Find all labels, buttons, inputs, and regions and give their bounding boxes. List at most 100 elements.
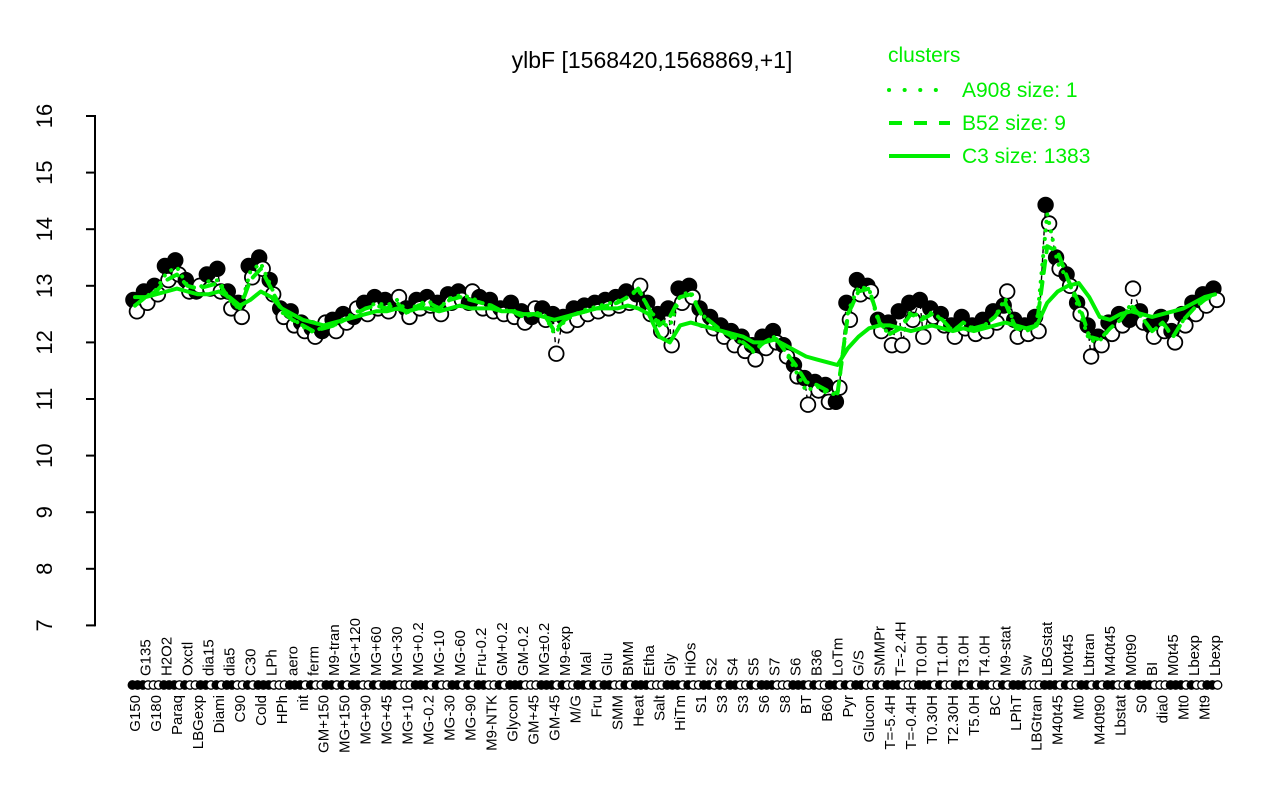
- x-category-label: MG+150: [337, 695, 354, 753]
- x-category-label: Glu: [599, 653, 616, 676]
- legend-item-a908: A908 size: 1: [962, 79, 1078, 102]
- x-category-label: GM-0.2: [515, 626, 532, 676]
- x-category-label: GM+150: [316, 695, 333, 753]
- x-axis-labels: G150 G135 G180 H2O2 Paraq Oxctl LBGexp dia15 Dia…: [127, 618, 1224, 753]
- x-category-label: G/S: [851, 650, 868, 676]
- data-point-open: [894, 337, 911, 354]
- x-category-label: Lbtran: [1081, 633, 1098, 676]
- x-category-label: M9-NTK: [484, 695, 501, 751]
- x-category-label: M0t45: [1060, 634, 1077, 676]
- x-category-label: aero: [284, 646, 301, 676]
- x-category-label: MG+60: [368, 626, 385, 676]
- x-category-label: LBGexp: [190, 695, 207, 749]
- x-category-label: M40t45: [1050, 695, 1067, 745]
- legend-title: clusters: [888, 44, 960, 67]
- x-category-label: G180: [148, 695, 165, 732]
- x-category-label: T3.0H: [955, 635, 972, 676]
- x-category-label: S2: [704, 658, 721, 676]
- x-category-label: BT: [798, 695, 815, 714]
- x-category-label: LBGstat: [1039, 621, 1056, 676]
- x-category-label: S0: [1134, 695, 1151, 713]
- y-tick-label: 7: [32, 619, 57, 631]
- x-category-label: S3: [735, 695, 752, 713]
- x-category-label: MG+45: [379, 695, 396, 745]
- x-category-label: MG+0.2: [410, 622, 427, 676]
- x-category-label: Mt0: [1071, 695, 1088, 720]
- x-category-label: C30: [242, 648, 259, 676]
- x-category-label: Glycon: [505, 695, 522, 742]
- x-category-label: Etha: [641, 644, 658, 676]
- data-point-filled: [209, 260, 226, 278]
- x-category-label: Mal: [578, 652, 595, 676]
- x-category-label: T=-5.4H: [882, 695, 899, 750]
- y-tick-label: 15: [32, 160, 57, 184]
- x-category-label: dia15: [200, 639, 217, 676]
- x-category-label: M9-exp: [557, 626, 574, 676]
- x-category-label: BC: [987, 695, 1004, 716]
- x-category-label: S1: [693, 695, 710, 713]
- cluster-lines-layer: [133, 211, 1217, 397]
- x-category-label: M0t90: [1123, 634, 1140, 676]
- x-category-label: Gly: [662, 653, 679, 676]
- x-category-label: M9-stat: [997, 625, 1014, 676]
- x-category-label: Mt9: [1197, 695, 1214, 720]
- x-category-label: G150: [127, 695, 144, 732]
- x-category-label: T0.30H: [924, 695, 941, 744]
- x-category-label: HiOs: [683, 643, 700, 676]
- x-category-label: GM-45: [546, 695, 563, 741]
- x-category-label: Paraq: [169, 695, 186, 735]
- x-category-label: M40t90: [1092, 695, 1109, 745]
- x-category-label: Diami: [211, 695, 228, 733]
- x-category-label: T1.0H: [934, 635, 951, 676]
- x-category-label: B36: [809, 649, 826, 676]
- x-category-label: M40t45: [1102, 626, 1119, 676]
- y-tick-label: 9: [32, 506, 57, 518]
- x-category-label: T4.0H: [976, 635, 993, 676]
- x-category-label: S5: [746, 658, 763, 676]
- x-category-label: SMM: [609, 695, 626, 730]
- plot-title: ylbF [1568420,1568869,+1]: [512, 47, 793, 73]
- data-point-open: [1082, 348, 1100, 365]
- x-category-label: H2O2: [159, 637, 176, 676]
- x-category-label: MG+90: [358, 695, 375, 745]
- y-tick-label: 16: [32, 104, 57, 128]
- x-category-label: MG+30: [389, 626, 406, 676]
- x-category-label: LoTm: [830, 638, 847, 676]
- x-category-label: MG-0.2: [421, 695, 438, 745]
- x-category-label: T=-2.4H: [892, 621, 909, 676]
- x-category-label: LPh: [263, 649, 280, 676]
- x-category-label: B60: [819, 695, 836, 722]
- x-category-label: T0.0H: [913, 635, 930, 676]
- x-category-label: Mt0: [1176, 695, 1193, 720]
- x-category-label: S7: [767, 658, 784, 676]
- x-category-label: nit: [295, 694, 312, 711]
- x-category-label: MG+120: [347, 618, 364, 676]
- x-category-label: T5.0H: [966, 695, 983, 736]
- x-category-label: HiTm: [672, 695, 689, 731]
- data-point-open: [915, 328, 932, 345]
- x-category-label: Heat: [630, 694, 647, 727]
- data-point-open: [747, 351, 764, 368]
- x-category-label: S8: [777, 695, 794, 713]
- x-category-label: Salt: [651, 694, 668, 721]
- data-point-filled: [890, 303, 908, 320]
- x-category-label: MG-90: [463, 695, 480, 741]
- x-category-label: ferm: [305, 646, 322, 676]
- cluster-line-a908-dotted: [133, 211, 1217, 397]
- x-category-label: C90: [232, 695, 249, 723]
- x-category-label: M0t45: [1165, 634, 1182, 676]
- x-category-label: G135: [138, 639, 155, 676]
- x-category-label: MG-60: [452, 630, 469, 676]
- x-category-label: dia5: [221, 648, 238, 676]
- y-tick-label: 10: [32, 443, 57, 467]
- data-point-open: [548, 345, 565, 362]
- x-category-label: BMM: [620, 641, 637, 676]
- x-category-label: MG-30: [442, 695, 459, 741]
- y-tick-label: 13: [32, 274, 57, 298]
- x-category-label: T2.30H: [945, 695, 962, 744]
- y-tick-label: 11: [32, 388, 57, 411]
- data-point-filled: [911, 291, 929, 309]
- x-category-label: GM+0.2: [494, 622, 511, 676]
- data-point-filled: [1037, 196, 1054, 214]
